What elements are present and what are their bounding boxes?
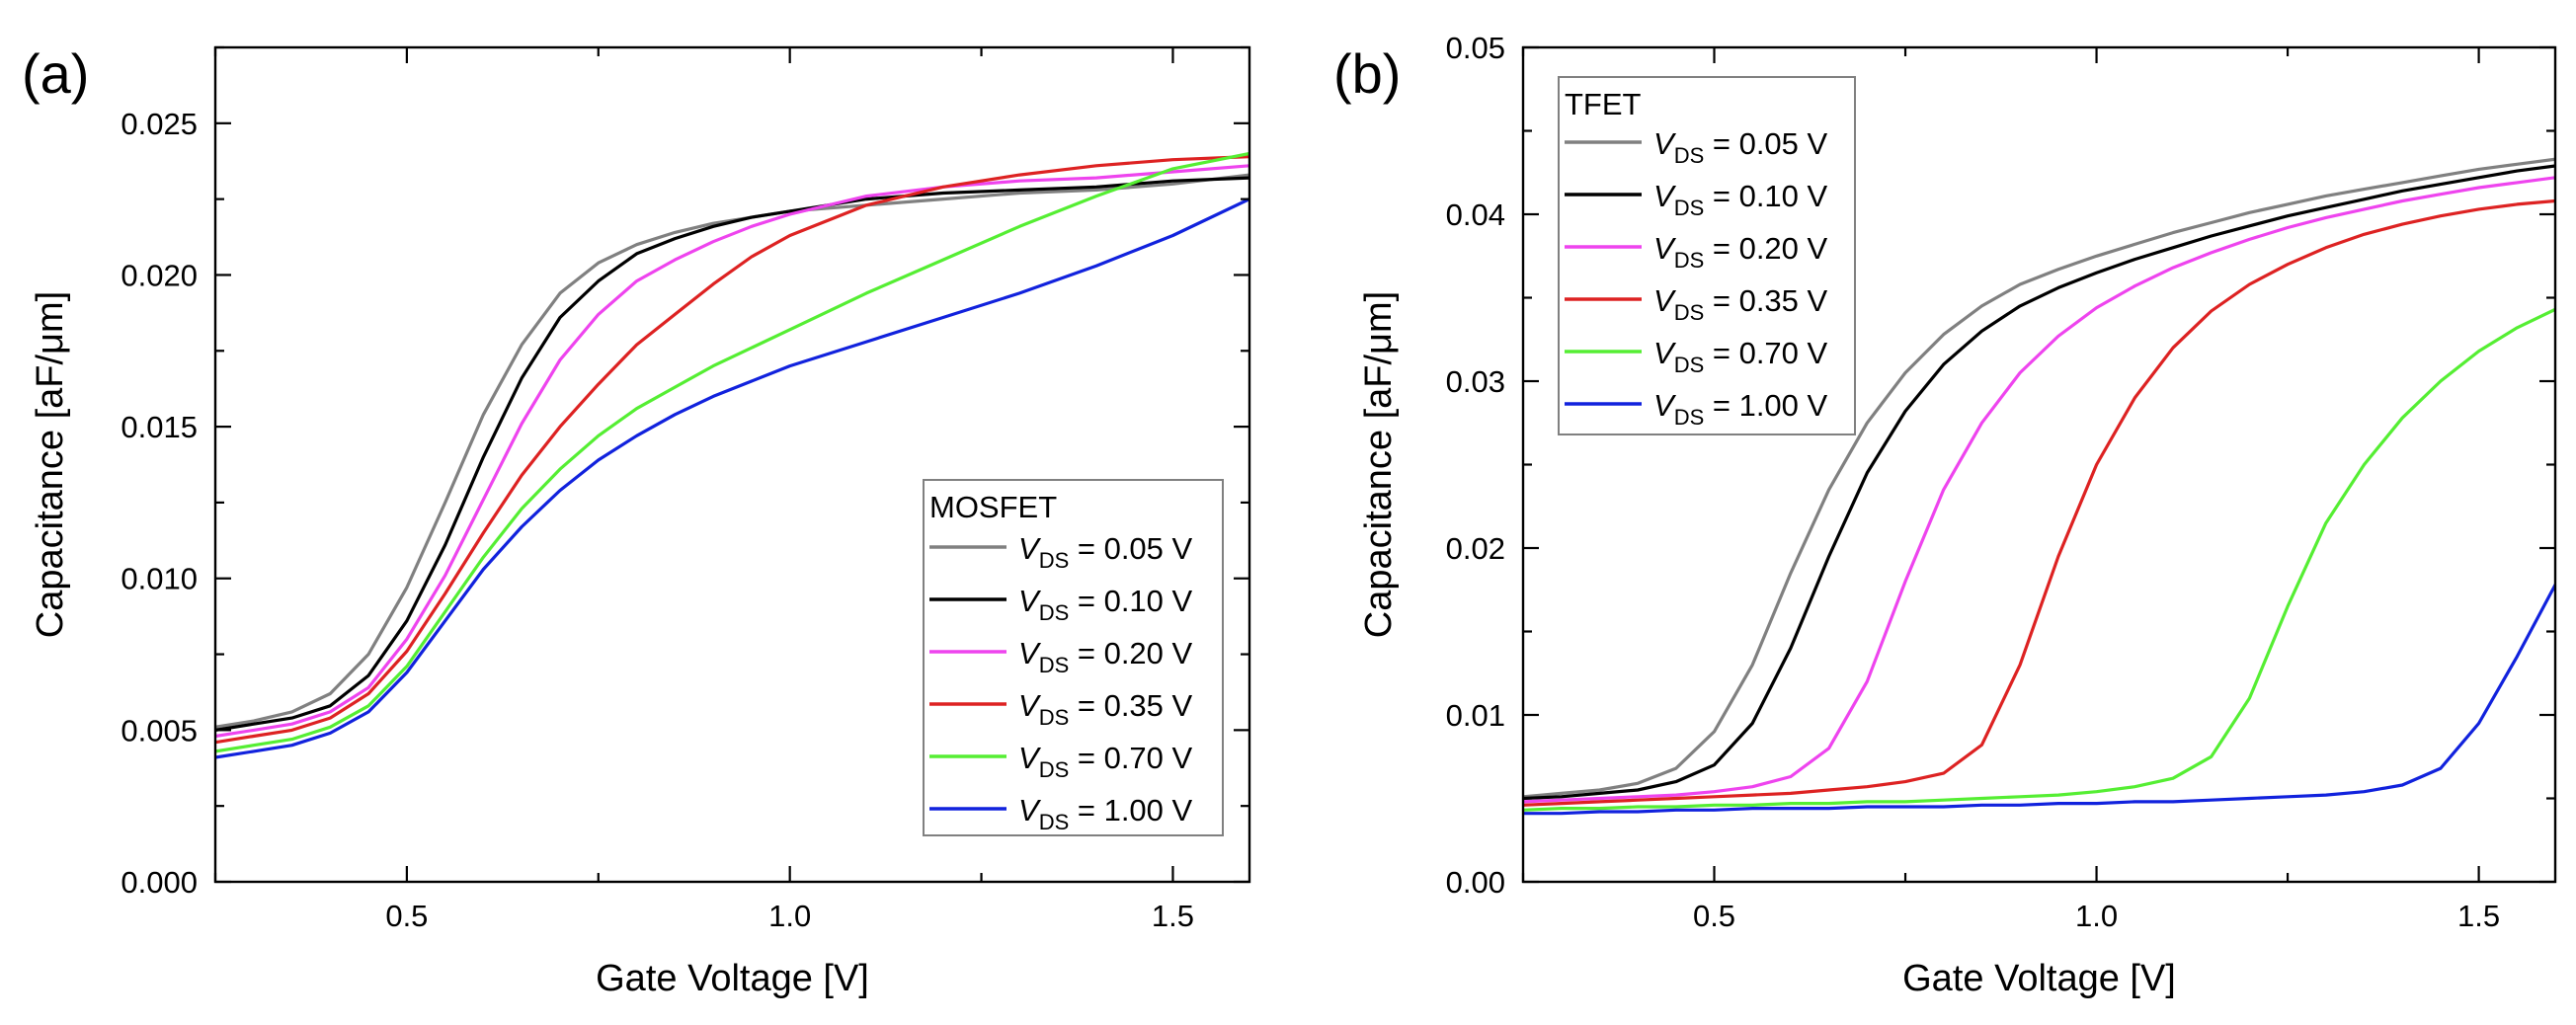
x-axis-title: Gate Voltage [V] — [1902, 958, 2176, 999]
plot-frame — [213, 45, 1251, 884]
legend-label-5: VDS = 0.70 V — [1018, 741, 1193, 782]
series-line-5 — [215, 151, 1249, 753]
series-line-6 — [1523, 583, 2555, 816]
legend-label-1: VDS = 0.05 V — [1653, 126, 1828, 168]
series-line-2 — [215, 176, 1249, 733]
legend-label-6: VDS = 1.00 V — [1653, 388, 1828, 430]
series-line-2 — [1523, 164, 2555, 801]
legend-label-2: VDS = 0.10 V — [1018, 584, 1193, 625]
legend-label-4: VDS = 0.35 V — [1653, 283, 1828, 325]
legend-label-3: VDS = 0.20 V — [1018, 636, 1193, 677]
x-axis-title: Gate Voltage [V] — [596, 958, 869, 999]
y-tick-label: 0.005 — [121, 713, 198, 748]
series-line-4 — [1523, 198, 2555, 807]
x-tick-label: 0.5 — [385, 899, 428, 933]
series-group — [1523, 157, 2555, 816]
series-line-4 — [215, 155, 1249, 745]
y-tick-label: 0.01 — [1446, 698, 1505, 733]
y-tick-label: 0.000 — [121, 865, 198, 900]
legend: TFET VDS = 0.05 V VDS = 0.10 V VDS = 0.20 V… — [1558, 76, 1856, 435]
legend-title: MOSFET — [929, 490, 1057, 524]
x-tick-label: 1.0 — [768, 899, 811, 933]
legend-label-1: VDS = 0.05 V — [1018, 531, 1193, 573]
x-tick-label: 1.0 — [2075, 899, 2118, 933]
chart-panel-b: 0.00 0.01 0.02 0.03 0.04 0.05 0.5 1.0 1.5 Gate Vo… — [1333, 31, 2557, 999]
legend-label-5: VDS = 0.70 V — [1653, 336, 1828, 377]
legend-label-3: VDS = 0.20 V — [1653, 231, 1828, 273]
y-tick-label: 0.025 — [121, 107, 198, 141]
y-tick-label: 0.00 — [1446, 865, 1505, 900]
legend: MOSFET VDS = 0.05 V VDS = 0.10 V VDS = 0.20… — [923, 479, 1224, 836]
y-tick-label: 0.05 — [1446, 31, 1505, 65]
y-tick-label: 0.020 — [121, 258, 198, 292]
y-tick-label: 0.03 — [1446, 364, 1505, 399]
legend-label-4: VDS = 0.35 V — [1018, 688, 1193, 730]
legend-label-6: VDS = 1.00 V — [1018, 793, 1193, 834]
y-tick-label: 0.02 — [1446, 531, 1505, 566]
panel-label: (a) — [22, 42, 89, 105]
series-line-5 — [1523, 307, 2555, 812]
legend-title: TFET — [1565, 87, 1642, 121]
legend-box — [923, 479, 1224, 836]
x-tick-label: 1.5 — [1152, 899, 1194, 933]
legend-label-2: VDS = 0.10 V — [1653, 179, 1828, 220]
x-tick-label: 0.5 — [1693, 899, 1735, 933]
y-tick-label: 0.04 — [1446, 197, 1505, 232]
y-tick-label: 0.015 — [121, 410, 198, 444]
y-axis-title: Capacitance [aF/μm] — [30, 291, 71, 638]
series-line-1 — [215, 173, 1249, 729]
series-line-1 — [1523, 157, 2555, 799]
x-tick-label: 1.5 — [2457, 899, 2500, 933]
series-line-3 — [215, 164, 1249, 739]
panel-label: (b) — [1333, 42, 1401, 105]
series-line-3 — [1523, 176, 2555, 804]
series-line-6 — [215, 197, 1249, 759]
chart-panel-a: 0.000 0.005 0.010 0.015 0.020 0.025 0.5 1.0 1.5 G… — [22, 42, 1251, 999]
legend-box — [1558, 76, 1856, 435]
y-tick-label: 0.010 — [121, 562, 198, 596]
y-axis-title: Capacitance [aF/μm] — [1358, 291, 1400, 638]
series-group — [215, 151, 1249, 759]
